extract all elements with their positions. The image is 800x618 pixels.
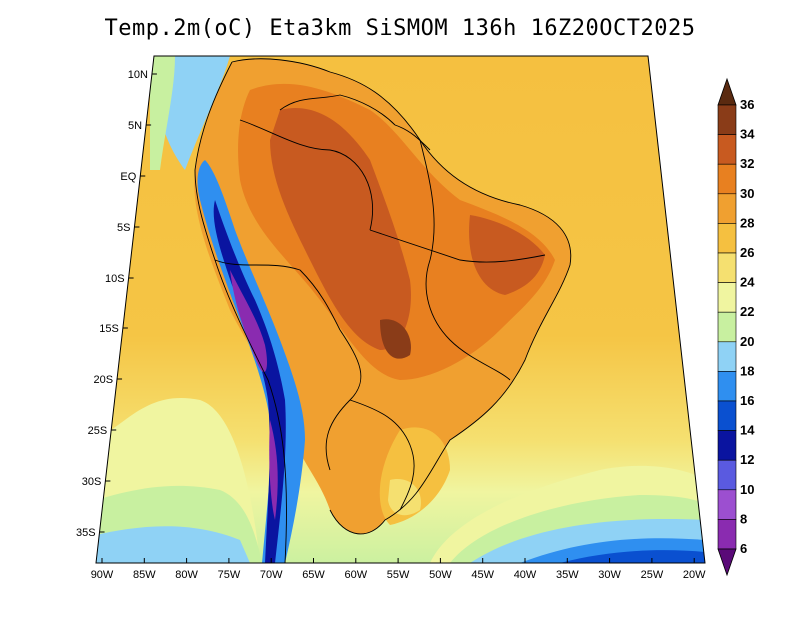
colorbar-segment — [717, 193, 737, 224]
colorbar-label: 16 — [740, 393, 754, 408]
colorbar-segment — [717, 489, 737, 520]
pacific-coldest-zone — [96, 526, 250, 563]
lat-label: 10N — [128, 69, 148, 81]
lon-label: 40W — [514, 569, 537, 581]
lat-label: 10S — [105, 273, 125, 285]
colorbar-bottom-arrow — [717, 548, 737, 577]
colorbar-segment — [717, 519, 737, 550]
colorbar-label: 22 — [740, 304, 754, 319]
country-borders — [194, 58, 572, 563]
lon-label: 70W — [260, 569, 283, 581]
border-colombia-brazil — [239, 119, 374, 231]
border-guianas — [394, 124, 431, 151]
hottest-zone — [270, 108, 411, 350]
colorbar-segment — [717, 400, 737, 431]
colorbar-segment — [717, 282, 737, 313]
colorbar-label: 18 — [740, 363, 754, 378]
coastline-west — [194, 61, 287, 563]
lon-label: 55W — [387, 569, 410, 581]
colorbar-segment — [717, 104, 737, 135]
colorbar-segment — [717, 223, 737, 254]
colorbar-segment — [717, 252, 737, 283]
lat-label: 20S — [93, 374, 113, 386]
coastline-east — [231, 58, 572, 535]
lon-label: 90W — [91, 569, 114, 581]
lat-label: 30S — [82, 476, 102, 488]
colorbar-label: 26 — [740, 245, 754, 260]
lon-label: 75W — [218, 569, 241, 581]
colorbar-segment — [717, 341, 737, 372]
colorbar-label: 28 — [740, 215, 754, 230]
lat-label: 5N — [128, 120, 142, 132]
lon-label: 35W — [556, 569, 579, 581]
colorbar-label: 34 — [740, 127, 755, 142]
lon-label: 25W — [641, 569, 664, 581]
lat-label: 35S — [76, 527, 96, 539]
lon-label: 50W — [429, 569, 452, 581]
lon-label: 20W — [683, 569, 706, 581]
colorbar-label: 30 — [740, 186, 754, 201]
colorbar-label: 6 — [740, 541, 747, 556]
colorbar-label: 12 — [740, 452, 754, 467]
colorbar-segment — [717, 311, 737, 343]
longitude-axis: 90W 85W 80W 75W 70W 65W 60W 55W 50W 45W 40W 35W 30W 2… — [91, 558, 706, 581]
latitude-axis: 10N 5N EQ 5S 10S 15S 20S 25S 30S 35S — [76, 69, 157, 539]
border-peru — [214, 259, 341, 331]
border-states-2 — [369, 229, 546, 263]
colorbar: 36 34 32 30 28 26 24 22 20 18 16 14 12 10 8 6 — [717, 77, 755, 577]
lon-label: 65W — [302, 569, 325, 581]
colorbar-label: 32 — [740, 156, 754, 171]
border-states-1 — [419, 139, 511, 381]
colorbar-segment — [717, 163, 737, 195]
colorbar-top-arrow — [717, 77, 737, 106]
colorbar-segment — [717, 430, 737, 461]
map-frame — [95, 55, 706, 564]
lat-label: EQ — [120, 171, 136, 183]
colorbar-label: 14 — [740, 423, 755, 438]
lon-label: 80W — [175, 569, 198, 581]
colorbar-segment — [717, 134, 737, 165]
colorbar-segment — [717, 459, 737, 491]
lat-label: 15S — [99, 323, 119, 335]
lon-label: 85W — [133, 569, 156, 581]
lat-label: 25S — [88, 425, 108, 437]
lon-label: 30W — [598, 569, 621, 581]
colorbar-segment — [717, 371, 737, 402]
map-title: Temp.2m(oC) Eta3km SiSMOM 136h 16Z20OCT2… — [104, 16, 696, 41]
lat-label: 5S — [117, 222, 130, 234]
colorbar-label: 36 — [740, 97, 754, 112]
temperature-field — [96, 56, 705, 563]
colorbar-label: 10 — [740, 482, 754, 497]
lon-label: 60W — [344, 569, 367, 581]
colorbar-label: 20 — [740, 334, 754, 349]
border-paraguay — [349, 399, 415, 511]
border-venezuela — [279, 94, 396, 126]
colorbar-label: 8 — [740, 511, 747, 526]
lon-label: 45W — [471, 569, 494, 581]
colorbar-label: 24 — [740, 275, 755, 290]
